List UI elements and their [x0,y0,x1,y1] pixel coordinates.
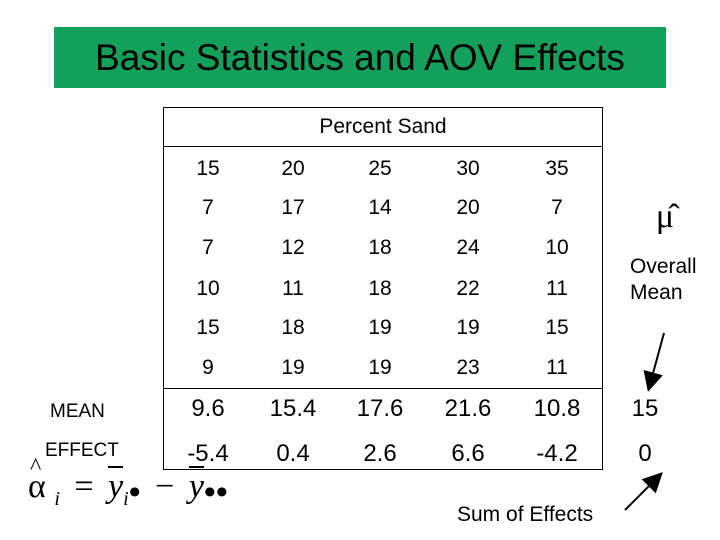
effect-value: -5.4 [187,440,229,467]
table-cell: 9 [202,356,214,379]
y-bar-grand: y [188,466,204,505]
table-cell: 18 [281,316,305,339]
table-cell: 19 [281,356,305,379]
table-cell: 24 [456,236,480,259]
overall-mean-label: Overall Mean [630,254,697,306]
overall-label-line2: Mean [630,281,683,304]
sum-effects-arrow [624,472,663,511]
mean-value: 9.6 [191,395,225,422]
table-cell: 14 [368,196,392,219]
table-header: Percent Sand [319,115,447,138]
table-cell: 11 [546,356,568,379]
effect-value: 6.6 [451,440,485,467]
column-header: 15 [196,157,220,180]
data-table-frame [163,107,603,470]
table-cell: 11 [282,277,304,300]
overall-label-line1: Overall [630,255,697,278]
table-cell: 15 [196,316,220,339]
table-cell: 7 [202,196,214,219]
mean-value: 21.6 [444,395,492,422]
effect-value: -4.2 [536,440,578,467]
overall-mean-value: 15 [631,395,659,422]
table-cell: 20 [456,196,480,219]
mean-value: 17.6 [356,395,404,422]
table-cell: 18 [368,277,392,300]
table-cell: 10 [545,236,569,259]
table-cell: 19 [368,316,392,339]
table-cell: 18 [368,236,392,259]
effect-label: EFFECT [45,440,119,461]
table-cell: 19 [456,316,480,339]
table-cell: 19 [368,356,392,379]
mu-hat-symbol: μ̂ [655,198,675,235]
table-cell: 7 [551,196,563,219]
header-divider [163,146,603,147]
mean-divider [163,388,603,389]
mean-value: 15.4 [269,395,317,422]
table-cell: 22 [456,277,480,300]
overall-mean-arrow [643,332,665,392]
effect-value: 0.4 [276,440,310,467]
sum-of-effects-label: Sum of Effects [457,503,594,526]
title-banner: Basic Statistics and AOV Effects [54,27,666,88]
column-header: 30 [456,157,480,180]
table-cell: 15 [545,316,569,339]
table-cell: 12 [281,236,305,259]
column-header: 20 [281,157,305,180]
mean-label: MEAN [50,401,105,422]
alpha-hat: ^ α [28,454,46,505]
y-bar-i: y [108,466,124,505]
table-cell: 17 [281,196,305,219]
effect-value: 2.6 [363,440,397,467]
page-title: Basic Statistics and AOV Effects [95,36,625,78]
table-cell: 23 [456,356,480,379]
column-header: 35 [545,157,569,180]
table-cell: 10 [196,277,220,300]
effect-sum-value: 0 [638,440,652,467]
table-cell: 11 [546,277,568,300]
column-header: 25 [368,157,392,180]
effect-formula: ^ α i = yi• − y•• [28,454,228,511]
table-cell: 7 [202,236,214,259]
mean-value: 10.8 [533,395,581,422]
